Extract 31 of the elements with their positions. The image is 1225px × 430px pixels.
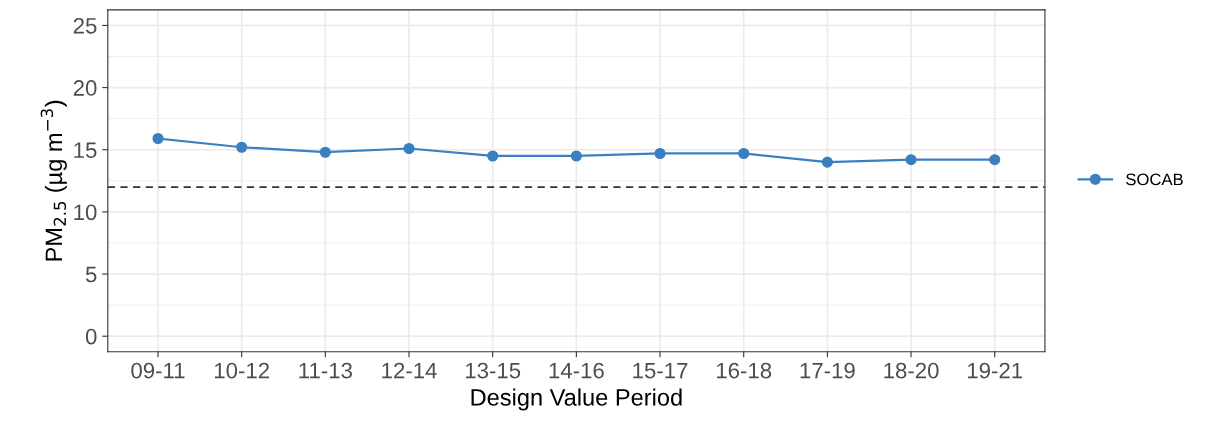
x-tick-label: 14-16 <box>549 362 604 379</box>
point <box>905 154 917 166</box>
point <box>487 150 499 162</box>
point <box>152 132 164 145</box>
x-tick-label: 17-19 <box>800 362 855 379</box>
point <box>738 147 750 160</box>
y-tick-label: 5 <box>85 266 97 283</box>
point <box>319 146 331 158</box>
y-tick-label: 15 <box>74 142 97 159</box>
point <box>403 142 415 155</box>
y-tick-label: 20 <box>73 80 97 96</box>
x-tick-label: 18-20 <box>884 362 939 379</box>
legend-label: SOCAB <box>1126 173 1183 186</box>
x-axis-title: Design Value Period <box>471 388 682 411</box>
point <box>570 150 582 162</box>
y-tick-label: 0 <box>85 328 97 345</box>
x-tick-label: 09-11 <box>131 362 185 379</box>
y-tick-label: 25 <box>73 17 97 34</box>
y-tick-label: 10 <box>74 204 97 221</box>
x-tick-label: 11-13 <box>299 362 352 379</box>
x-tick-label: 19-21 <box>968 362 1023 379</box>
y-axis-title: PM$_{2.5}$ (µg m$^{−3}$) <box>40 100 67 261</box>
x-tick-label: 13-15 <box>465 362 521 379</box>
x-tick-label: 16-18 <box>716 362 772 379</box>
x-tick-label: 10-12 <box>214 362 269 379</box>
x-tick-label: 12-14 <box>382 362 437 379</box>
point <box>654 147 666 160</box>
point <box>989 154 1001 166</box>
x-tick-label: 15-17 <box>633 362 688 379</box>
point <box>821 156 833 168</box>
point <box>236 141 248 153</box>
